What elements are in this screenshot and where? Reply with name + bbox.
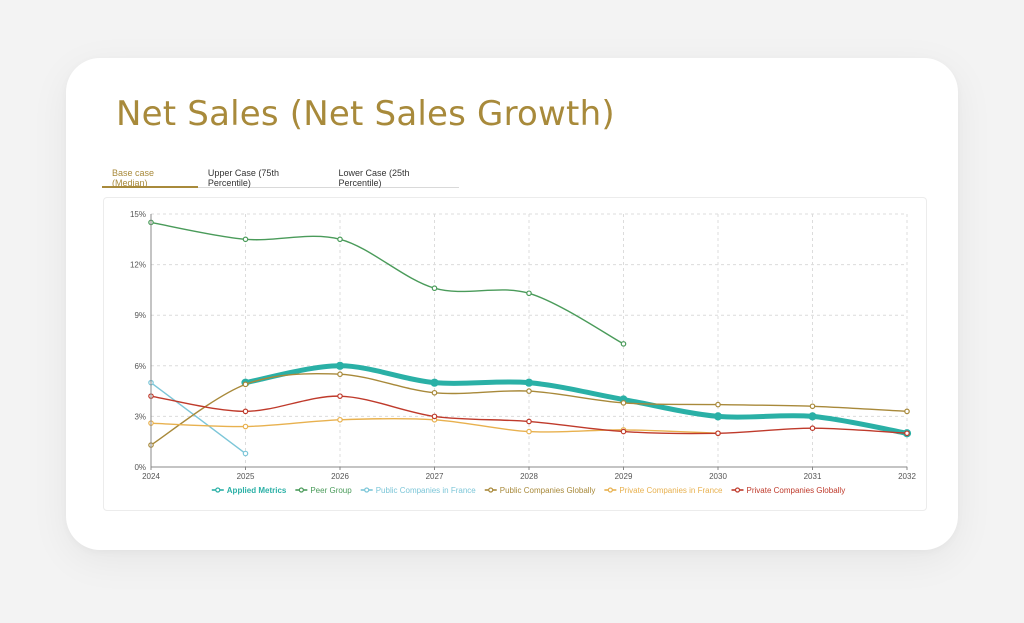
x-tick-label: 2028 [520, 472, 538, 481]
data-point [242, 381, 249, 388]
legend-item-peer-group[interactable]: Peer Group [295, 486, 352, 495]
x-tick-label: 2025 [237, 472, 255, 481]
legend-item-applied-metrics[interactable]: Applied Metrics [211, 486, 287, 495]
page-title: Net Sales (Net Sales Growth) [116, 94, 615, 134]
data-point [242, 423, 249, 430]
data-point [713, 412, 723, 421]
legend-swatch-marker [734, 487, 741, 493]
data-point [526, 388, 532, 394]
legend-label: Applied Metrics [227, 486, 287, 495]
data-point [337, 393, 343, 399]
data-point [526, 418, 532, 425]
data-point [337, 371, 343, 378]
data-point [808, 412, 817, 421]
data-point [242, 236, 249, 243]
data-point [904, 408, 910, 415]
data-point [431, 389, 438, 396]
data-point [524, 378, 534, 387]
series-line-public-companies-in-france [150, 381, 247, 455]
data-point [337, 236, 343, 243]
data-point [526, 290, 532, 297]
x-tick-label: 2031 [804, 472, 822, 481]
grid [151, 213, 908, 467]
data-point [620, 341, 627, 347]
tab-lower-case[interactable]: Lower Case (25th Percentile) [338, 168, 410, 188]
data-point [431, 285, 438, 292]
y-tick-label: 15% [130, 210, 146, 219]
scenario-tabs: Base case (Median) Upper Case (75th Perc… [102, 163, 459, 188]
data-point [242, 408, 249, 415]
tab-upper-case[interactable]: Upper Case (75th Percentile) [207, 168, 279, 188]
legend-item-private-companies-globally[interactable]: Private Companies Globally [731, 486, 846, 495]
legend-swatch-marker [364, 487, 370, 493]
y-tick-label: 9% [134, 311, 146, 320]
series-public-companies-in-france [148, 379, 249, 457]
data-point [526, 428, 532, 435]
series-lines [148, 219, 912, 457]
x-tick-label: 2030 [709, 472, 727, 481]
axes: 0% 3% 6% 9% 12% 15% 2024 2025 2026 2027 2028 2029 20… [130, 210, 916, 481]
data-point [337, 416, 343, 423]
tab-base-case[interactable]: Base case (Median) [102, 163, 198, 188]
legend-label: Public Companies in France [376, 486, 477, 495]
chart-panel: 0% 3% 6% 9% 12% 15% 2024 2025 2026 2027 2028 2029 20… [103, 197, 927, 511]
legend[interactable]: Applied Metrics Peer Group Public Companie… [211, 486, 846, 495]
data-point [809, 425, 816, 432]
x-tick-label: 2032 [898, 472, 916, 481]
series-line-applied-metrics [243, 363, 910, 436]
series-line-peer-group [150, 221, 625, 345]
data-point [431, 413, 438, 420]
line-chart: 0% 3% 6% 9% 12% 15% 2024 2025 2026 2027 2028 2029 20… [130, 210, 916, 495]
legend-label: Private Companies Globally [747, 486, 846, 495]
x-tick-label: 2027 [426, 472, 444, 481]
legend-label: Private Companies in France [619, 486, 723, 495]
legend-swatch-marker [215, 487, 221, 493]
data-point [620, 428, 627, 435]
legend-label: Public Companies Globally [500, 486, 596, 495]
data-point [335, 361, 345, 370]
data-point [242, 450, 249, 457]
y-tick-label: 12% [130, 261, 146, 270]
y-tick-label: 0% [134, 463, 146, 472]
x-tick-label: 2026 [331, 472, 349, 481]
legend-item-public-companies-in-france[interactable]: Public Companies in France [360, 486, 477, 495]
legend-label: Peer Group [310, 486, 352, 495]
legend-swatch-marker [488, 487, 494, 493]
data-point [715, 430, 721, 437]
data-point [430, 378, 439, 387]
legend-item-private-companies-in-france[interactable]: Private Companies in France [604, 486, 723, 495]
y-tick-label: 3% [134, 412, 146, 421]
series-peer-group [148, 219, 627, 347]
legend-swatch-marker [607, 487, 613, 493]
data-point [715, 401, 721, 408]
y-tick-label: 6% [134, 362, 146, 371]
data-point [809, 403, 816, 410]
legend-item-public-companies-globally[interactable]: Public Companies Globally [484, 486, 596, 495]
x-tick-label: 2024 [142, 472, 160, 481]
x-tick-label: 2029 [615, 472, 633, 481]
data-point [620, 400, 627, 406]
data-point [904, 430, 910, 437]
series-private-companies-globally [148, 393, 910, 437]
legend-swatch-marker [298, 487, 304, 493]
